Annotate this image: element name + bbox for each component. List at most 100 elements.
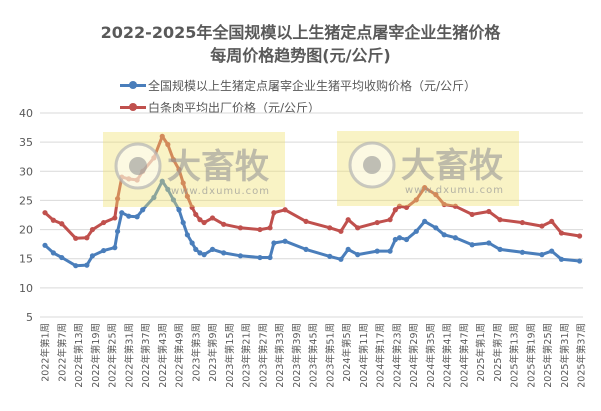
legend-label-pork-price: 白条肉平均出厂价格（元/公斤）	[148, 100, 321, 115]
data-point	[433, 192, 439, 198]
legend-swatch-blue	[120, 77, 146, 93]
watermark-url: www.dxumu.com	[405, 185, 504, 196]
data-point	[452, 235, 458, 241]
data-point	[114, 228, 121, 234]
data-point	[42, 242, 48, 248]
x-tick-label: 2023年第27周	[257, 323, 269, 388]
data-point	[549, 218, 555, 225]
x-tick-label: 2024年第47周	[458, 323, 470, 388]
data-point	[209, 246, 216, 252]
data-point	[151, 194, 157, 201]
data-point	[101, 219, 107, 226]
data-point	[221, 221, 227, 227]
data-point	[558, 256, 565, 262]
x-tick-label: 2023年第3周	[190, 323, 202, 382]
y-tick-label: 30	[19, 165, 33, 178]
x-tick-label: 2024年第35周	[425, 323, 437, 388]
data-point	[422, 185, 428, 191]
data-point	[189, 240, 195, 246]
data-point	[327, 225, 333, 231]
data-point	[374, 219, 380, 226]
data-point	[237, 225, 244, 231]
data-point	[176, 166, 182, 173]
x-tick-label: 2022年第25周	[107, 323, 119, 388]
watermark-url: www.dxumu.com	[171, 186, 270, 197]
data-point	[184, 232, 190, 238]
x-tick-label: 2025年第1周	[475, 323, 487, 382]
data-point	[112, 215, 118, 221]
x-tick-label: 2024年第41周	[442, 323, 454, 388]
data-point	[165, 186, 171, 192]
data-point	[558, 230, 565, 236]
data-point	[387, 217, 393, 223]
legend-item-pork-price: 白条肉平均出厂价格（元/公斤）	[120, 99, 320, 115]
data-point	[497, 217, 503, 223]
data-point	[577, 258, 583, 264]
data-point	[184, 193, 190, 199]
data-point	[267, 225, 273, 231]
data-point	[197, 217, 203, 223]
data-point	[180, 180, 186, 186]
data-point	[114, 196, 121, 202]
y-axis: 5 10 15 20 25 30 35 40	[19, 107, 33, 324]
data-point	[282, 207, 288, 213]
x-tick-label: 2025年第13周	[509, 323, 521, 388]
data-point	[441, 201, 447, 208]
data-point	[126, 213, 132, 219]
x-tick-label: 2023年第21周	[241, 323, 253, 388]
data-point	[176, 207, 182, 213]
data-point	[50, 250, 56, 256]
data-point	[73, 263, 79, 269]
x-tick-label: 2025年第25周	[542, 323, 554, 388]
data-point	[539, 252, 545, 258]
data-point	[84, 262, 90, 268]
data-point	[73, 235, 79, 241]
watermark-logo-eye-icon	[363, 156, 381, 174]
data-point	[452, 203, 458, 209]
x-tick-label: 2025年第7周	[492, 323, 504, 382]
data-point	[257, 226, 263, 233]
x-tick-label: 2023年第33周	[274, 323, 286, 388]
y-tick-label: 5	[26, 311, 33, 324]
data-point	[267, 254, 273, 261]
data-point	[539, 223, 545, 229]
data-point	[59, 221, 65, 227]
data-point	[159, 178, 165, 184]
x-tick-label: 2023年第51周	[324, 323, 336, 388]
x-tick-label: 2024年第23周	[391, 323, 403, 388]
data-point	[165, 141, 171, 148]
watermark-logo-text: 大畜牧	[401, 146, 504, 186]
data-point	[355, 225, 361, 231]
x-tick-label: 2023年第15周	[224, 323, 236, 388]
data-point	[193, 246, 199, 252]
data-point	[271, 210, 277, 216]
x-tick-label: 2024年第29周	[408, 323, 420, 388]
data-point	[42, 210, 48, 216]
data-point	[374, 248, 380, 254]
data-point	[84, 235, 90, 241]
y-tick-label: 40	[19, 107, 33, 120]
y-tick-label: 15	[19, 253, 33, 266]
data-point	[221, 250, 227, 256]
y-tick-label: 10	[19, 282, 33, 295]
data-point	[519, 249, 525, 255]
data-point	[392, 236, 398, 243]
data-point	[387, 248, 393, 254]
x-tick-label: 2023年第45周	[308, 323, 320, 388]
x-tick-label: 2025年第37周	[576, 323, 588, 388]
data-point	[89, 253, 96, 259]
data-point	[193, 211, 199, 218]
x-axis: 2022年第1周 2022年第7周 2022年第13周 2022年第19周 2022年第…	[40, 323, 588, 388]
x-tick-label: 2025年第31周	[559, 323, 571, 388]
x-tick-label: 2024年第11周	[358, 323, 370, 388]
data-point	[338, 228, 344, 234]
data-point	[355, 252, 361, 258]
chart-title-line1: 2022-2025年全国规模以上生猪定点屠宰企业生猪价格	[100, 23, 501, 42]
x-tick-label: 2022年第1周	[40, 323, 52, 382]
data-point	[303, 218, 309, 225]
data-point	[469, 211, 475, 218]
watermark-logo-eye-icon	[129, 157, 147, 175]
